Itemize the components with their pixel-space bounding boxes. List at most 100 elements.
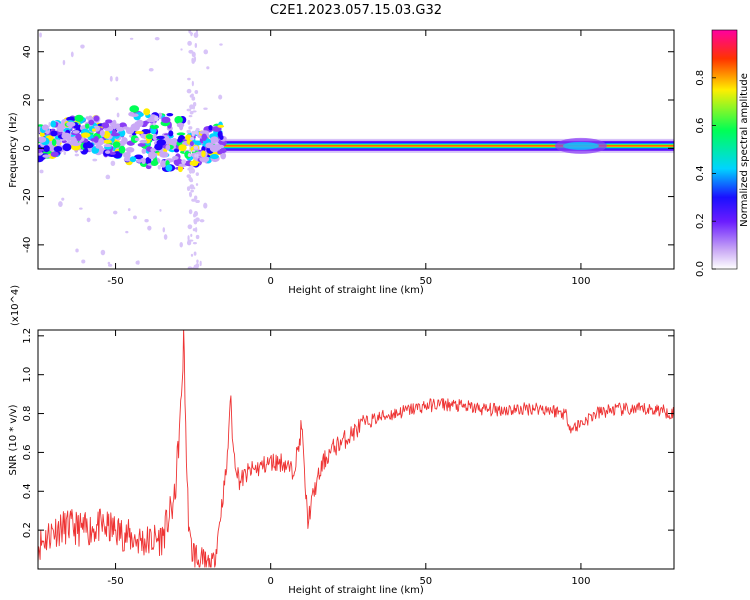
spectrogram-blob [151, 152, 158, 157]
snr-line-group [38, 330, 674, 568]
snr-xtick-label: -50 [107, 576, 123, 587]
spectrogram-blob [135, 159, 143, 163]
spectrogram-blob [38, 147, 41, 154]
spectrogram-blob [125, 127, 135, 135]
spectrogram-speckle [86, 217, 91, 223]
spectrogram-speckle [187, 153, 192, 157]
spectrogram-blob [88, 119, 95, 126]
snr-ytick-label: 1.0 [22, 367, 33, 383]
spectrogram-blob [156, 135, 165, 140]
spectrogram-speckle [129, 37, 134, 40]
spectrogram-speckle [107, 261, 111, 265]
spectrogram-speckle [191, 96, 196, 101]
snr-panel: -50 0 50 100 0.2 0.4 0.6 0.8 1.0 1.2 Height of s… [8, 285, 675, 596]
spectrogram-blob [110, 132, 121, 137]
spectrogram-blob [130, 135, 139, 144]
spectrogram-ytick-label: 40 [22, 45, 33, 58]
spectrogram-blob [209, 136, 219, 145]
spectrogram-speckle [195, 127, 200, 132]
spectrogram-blob [217, 150, 223, 155]
spectrogram-blob [161, 118, 170, 123]
spectrogram-blob [51, 138, 57, 146]
spectrogram-speckle [187, 235, 190, 241]
colorbar-tick-label: 0.6 [695, 118, 706, 134]
spectrogram-blob [109, 151, 116, 155]
spectrogram-speckle [194, 130, 199, 135]
spectrogram-speckle [196, 153, 199, 158]
spectrogram-ytick-label: -20 [22, 188, 33, 204]
spectrogram-speckle [186, 88, 192, 94]
spectrogram-speckle [190, 31, 193, 37]
colorbar-tick-label: 0.4 [695, 165, 706, 181]
spectrogram-speckle [203, 202, 208, 209]
chart-title: C2E1.2023.057.15.03.G32 [270, 3, 442, 18]
spectrogram-speckle [154, 115, 159, 122]
spectrogram-speckle [192, 169, 195, 173]
spectrogram-blob [143, 108, 151, 116]
spectrogram-blob [149, 124, 160, 130]
spectrogram-speckle [190, 253, 194, 257]
spectrogram-speckle [188, 30, 192, 34]
spectrogram-blob [57, 123, 64, 128]
ridge-swell-core [562, 141, 599, 150]
spectrogram-speckle [127, 208, 131, 212]
snr-xtick-label: 0 [267, 576, 273, 587]
colorbar-frame [711, 29, 738, 270]
spectrogram-blob [129, 105, 140, 113]
spectrogram-speckle [186, 186, 191, 192]
colorbar-gradient [712, 30, 737, 269]
spectrogram-speckle [195, 263, 200, 269]
spectrogram-speckle [80, 44, 85, 49]
snr-ytick-label: 0.6 [22, 444, 33, 460]
spectrogram-speckle [194, 43, 198, 48]
snr-plot-area [38, 330, 674, 569]
spectrogram-xtick-label: 0 [267, 276, 273, 287]
spectrogram-blob [220, 152, 227, 160]
spectrogram-speckle [188, 209, 193, 215]
spectrogram-speckle [199, 219, 205, 223]
spectrogram-blob [201, 133, 208, 142]
spectrogram-blob [75, 133, 82, 141]
spectrogram-blob [91, 128, 96, 132]
spectrogram-blob [125, 147, 135, 153]
spectrogram-blob [146, 118, 157, 123]
spectrogram-speckle [186, 129, 192, 134]
spectrogram-blob [43, 145, 50, 153]
spectrogram-blob [103, 130, 111, 139]
spectrogram-speckle [154, 37, 160, 41]
spectrogram-speckle [189, 94, 193, 98]
spectrogram-blob [199, 155, 210, 163]
snr-frame [37, 329, 675, 570]
spectrogram-blob [129, 156, 137, 163]
spectrogram-blob [105, 119, 113, 124]
colorbar-tick-label: 0.2 [695, 213, 706, 229]
spectrogram-speckle [115, 97, 119, 101]
spectrogram-speckle [187, 77, 191, 81]
spectrogram-speckle [179, 241, 183, 248]
spectrogram-speckle [62, 59, 66, 66]
spectrogram-blob [112, 141, 121, 148]
spectrogram-speckle [203, 107, 208, 110]
spectrogram-blob [201, 150, 206, 158]
spectrogram-blob [210, 143, 215, 152]
spectrogram-speckle [189, 111, 194, 115]
spectrogram-speckle [191, 51, 196, 58]
spectrogram-speckle [191, 266, 197, 269]
spectrogram-blob [93, 115, 100, 122]
spectrogram-speckle [109, 75, 113, 82]
spectrogram-blob [217, 124, 225, 128]
spectrogram-speckle [125, 230, 129, 234]
spectrogram-speckle [188, 126, 193, 130]
spectrogram-speckle [39, 169, 44, 174]
spectrogram-blob [41, 124, 49, 131]
spectrogram-ytick-label: 0 [22, 145, 33, 151]
spectrogram-blob [172, 155, 179, 160]
snr-xtick-label: 100 [571, 576, 590, 587]
colorbar-tick-label: 0.0 [695, 261, 706, 277]
spectrogram-blob [160, 160, 167, 168]
spectrogram-blob [137, 142, 146, 147]
spectrogram-blob [105, 150, 111, 154]
spectrogram-speckle [162, 227, 166, 233]
spectrogram-blob [103, 139, 112, 144]
